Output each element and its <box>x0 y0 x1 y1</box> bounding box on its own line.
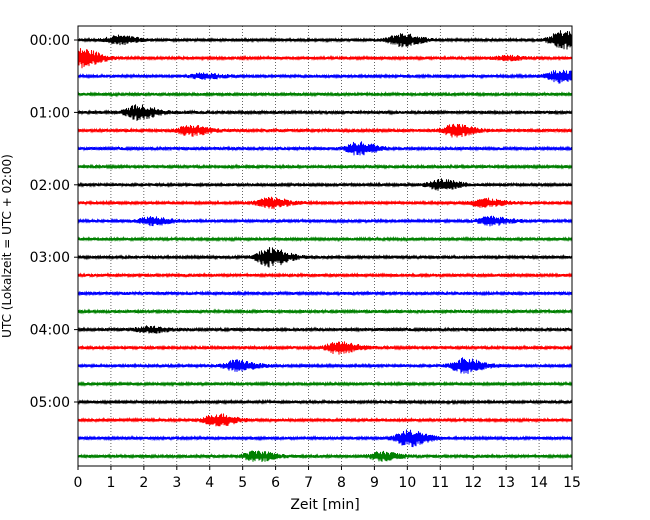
seismic-trace <box>77 215 573 227</box>
seismic-trace <box>77 48 573 69</box>
x-tick-label: 3 <box>172 475 181 491</box>
seismic-trace <box>77 272 573 279</box>
seismic-trace <box>77 178 573 191</box>
seismic-trace <box>77 91 573 98</box>
seismic-trace <box>77 429 573 448</box>
seismic-trace <box>77 341 573 355</box>
x-tick-label: 5 <box>238 475 247 491</box>
seismic-trace <box>77 450 573 463</box>
seismic-trace <box>77 398 573 406</box>
seismic-trace <box>77 123 573 138</box>
seismic-trace <box>77 104 573 121</box>
seismic-trace <box>77 235 573 243</box>
seismic-trace <box>77 30 573 50</box>
grid-lines <box>110 26 540 466</box>
x-tick-label: 4 <box>205 475 214 491</box>
x-tick-label: 0 <box>74 475 83 491</box>
x-tick-label: 1 <box>106 475 115 491</box>
seismic-trace <box>77 325 573 334</box>
x-tick-label: 10 <box>398 475 416 491</box>
seismic-trace <box>77 247 573 268</box>
seismic-trace <box>77 163 573 170</box>
y-tick-label: 01:00 <box>30 105 70 121</box>
x-tick-label: 13 <box>497 475 515 491</box>
seismic-trace <box>77 308 573 315</box>
x-tick-label: 7 <box>304 475 313 491</box>
x-tick-label: 12 <box>464 475 482 491</box>
seismic-trace <box>77 141 573 156</box>
y-tick-label: 02:00 <box>30 178 70 194</box>
x-tick-label: 8 <box>337 475 346 491</box>
seismic-trace <box>77 290 573 297</box>
y-tick-label: 05:00 <box>30 395 70 411</box>
y-tick-label: 00:00 <box>30 33 70 49</box>
seismic-trace <box>77 357 573 374</box>
x-tick-label: 11 <box>431 475 449 491</box>
plot-frame <box>77 25 573 467</box>
x-tick-label: 6 <box>271 475 280 491</box>
seismic-trace <box>77 196 573 210</box>
seismic-trace <box>77 413 573 427</box>
seismic-trace <box>77 380 573 388</box>
x-tick-label: 14 <box>530 475 548 491</box>
y-tick-label: 04:00 <box>30 323 70 339</box>
trace-group <box>77 30 573 463</box>
y-axis-label: UTC (Lokalzeit = UTC + 02:00) <box>0 154 14 338</box>
seismic-trace <box>77 69 573 84</box>
y-tick-label: 03:00 <box>30 250 70 266</box>
x-tick-label: 2 <box>139 475 148 491</box>
x-axis-ticks: 0 1 2 3 4 5 6 7 8 9 10 11 12 13 14 15 <box>74 466 581 491</box>
x-axis-label: Zeit [min] <box>290 497 359 513</box>
x-tick-label: 15 <box>563 475 581 491</box>
x-tick-label: 9 <box>370 475 379 491</box>
y-axis-ticks: 00:00 01:00 02:00 03:00 04:00 05:00 <box>30 33 78 411</box>
